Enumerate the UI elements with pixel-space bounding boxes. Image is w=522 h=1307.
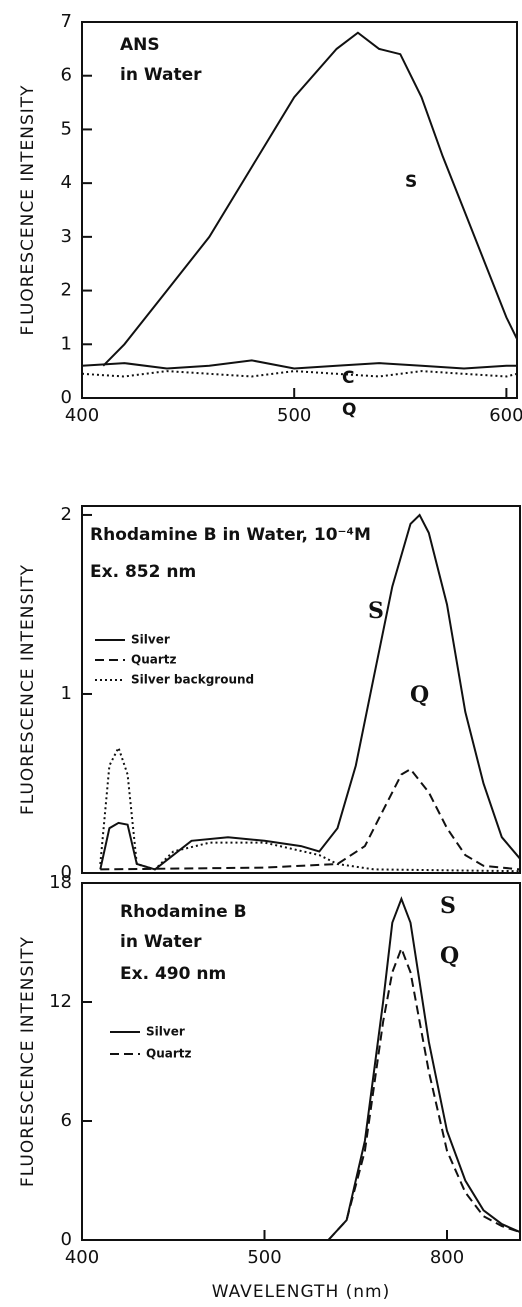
data-line [81,370,518,378]
data-line [81,359,517,370]
y-tick-label: 1 [61,333,72,354]
y-tick-label: 2 [61,280,72,301]
annotation: ANS [120,35,160,55]
data-line [327,945,521,1241]
y-tick-label: 3 [61,226,72,247]
y-tick-label: 6 [61,1110,72,1131]
annotation: S [368,598,384,624]
y-tick-label: 6 [61,65,72,86]
data-line [100,767,521,871]
plot-frame [81,505,521,874]
y-tick-label: 5 [61,118,72,139]
y-axis-label: FLUORESCENCE INTENSITY [18,564,38,815]
annotation: Q [410,682,429,708]
annotation: Ex. 852 nm [90,562,196,582]
annotation: Rhodamine B [120,902,247,922]
annotation: Q [440,943,459,969]
legend-label: Silver [146,1025,185,1039]
x-tick-label: 800 [430,1247,464,1268]
x-tick-label: 500 [277,405,311,426]
series-label: Q [342,400,356,420]
legend-label: Quartz [146,1047,191,1061]
x-tick-label: 600 [489,405,522,426]
annotation: S [440,893,456,919]
legend-label: Silver [131,633,170,647]
y-axis-label: FLUORESCENCE INTENSITY [18,936,38,1187]
y-tick-label: 0 [61,862,72,883]
x-tick-label: 400 [65,405,99,426]
legend-label: Silver background [131,673,254,687]
x-tick-label: 400 [65,1247,99,1268]
y-tick-label: 7 [61,11,72,32]
y-tick-label: 18 [49,872,72,893]
x-tick-label: 500 [247,1247,281,1268]
x-axis-label: WAVELENGTH (nm) [212,1282,390,1302]
y-tick-label: 12 [49,991,72,1012]
annotation: Rhodamine B in Water, 10⁻⁴M [90,525,371,545]
data-line [102,31,518,367]
series-label: S [405,172,417,192]
y-tick-label: 4 [61,172,72,193]
legend-label: Quartz [131,653,176,667]
plot-frame [81,21,518,399]
y-tick-label: 2 [61,504,72,525]
y-axis-label: FLUORESCENCE INTENSITY [18,84,38,335]
annotation: Ex. 490 nm [120,964,226,984]
series-label: C [342,368,354,388]
annotation: in Water [120,65,202,85]
annotation: in Water [120,932,202,952]
y-tick-label: 0 [61,1229,72,1250]
data-line [327,896,521,1241]
y-tick-label: 0 [61,387,72,408]
data-line [99,745,521,873]
y-tick-label: 1 [61,683,72,704]
plot-frame [81,882,521,1241]
